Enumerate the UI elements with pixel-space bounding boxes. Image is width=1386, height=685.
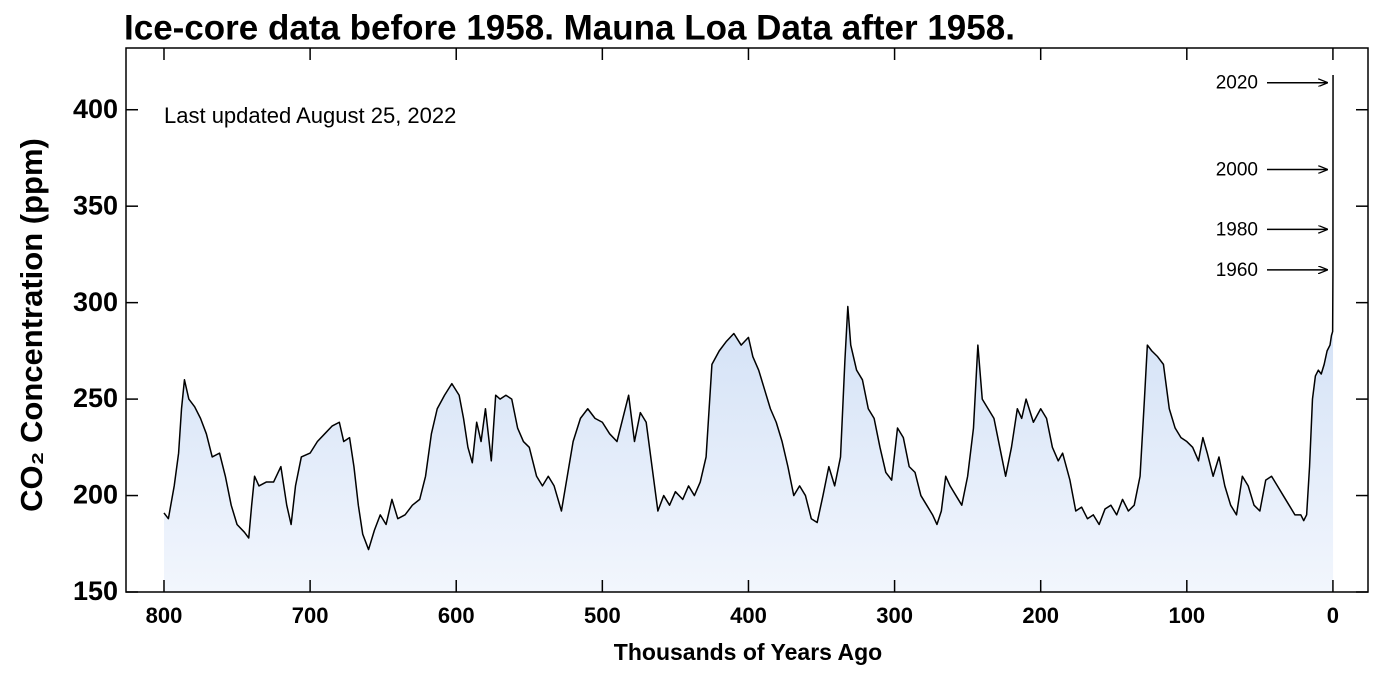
x-tick-label: 0 [1327, 603, 1339, 628]
x-tick-label: 200 [1022, 603, 1059, 628]
annotation-label: 1960 [1216, 260, 1258, 281]
annotation-label: 2000 [1216, 160, 1258, 181]
x-tick-label: 500 [584, 603, 621, 628]
x-tick-label: 400 [730, 603, 767, 628]
y-tick-label: 400 [73, 94, 118, 124]
y-tick-label: 350 [73, 190, 118, 220]
y-tick-label: 200 [73, 480, 118, 510]
chart-title: Ice-core data before 1958. Mauna Loa Dat… [124, 8, 1015, 47]
x-tick-label: 600 [438, 603, 475, 628]
annotation-label: 2020 [1216, 73, 1258, 94]
y-tick-label: 150 [73, 576, 118, 606]
y-axis-label: CO₂ Concentration (ppm) [14, 138, 49, 512]
annotation-label: 1980 [1216, 219, 1258, 240]
x-tick-label: 700 [292, 603, 329, 628]
x-axis-label: Thousands of Years Ago [614, 639, 882, 665]
note: Last updated August 25, 2022 [164, 103, 456, 128]
x-tick-label: 800 [146, 603, 183, 628]
area-fill [163, 75, 1334, 592]
y-tick-label: 250 [73, 383, 118, 413]
y-tick-label: 300 [73, 287, 118, 317]
x-tick-label: 300 [876, 603, 913, 628]
plot-frame [125, 47, 1369, 593]
co2-line [163, 75, 1334, 551]
x-tick-label: 100 [1168, 603, 1205, 628]
